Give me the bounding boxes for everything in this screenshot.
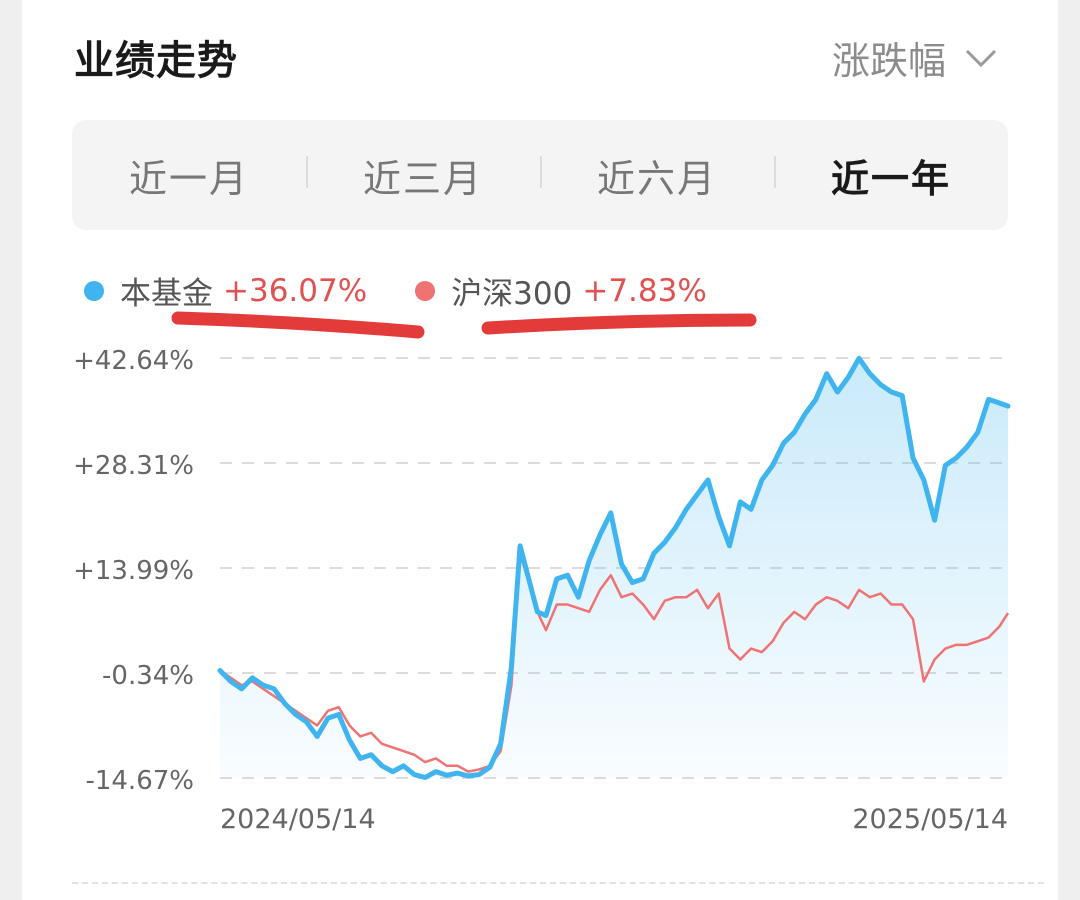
fund-dot-icon xyxy=(84,280,104,301)
index-dot-icon xyxy=(415,280,436,301)
chart-legend: 本基金 +36.07% 沪深300 +7.83% xyxy=(84,268,755,313)
tab-1-month[interactable]: 近一月 xyxy=(128,156,249,201)
y-tick-label: +28.31% xyxy=(73,451,194,481)
tab-3-months[interactable]: 近三月 xyxy=(306,148,540,203)
legend-fund-value: +36.07% xyxy=(223,272,368,309)
performance-chart: +42.64% +28.31% +13.99% -0.34% -14.67% 2024/0… xyxy=(73,346,1011,835)
legend-fund-name: 本基金 xyxy=(120,276,213,312)
series-line-fund xyxy=(217,355,1011,780)
y-tick-label: -0.34% xyxy=(102,661,194,691)
y-tick-label: -14.67% xyxy=(85,766,194,796)
y-tick-label: +42.64% xyxy=(73,346,194,376)
x-tick-label-start: 2024/05/14 xyxy=(220,804,376,835)
legend-index-value: +7.83% xyxy=(582,272,707,309)
legend-item-index: 沪深300 +7.83% xyxy=(415,268,707,313)
series-line-index xyxy=(219,551,1010,773)
fund-area xyxy=(220,358,1008,778)
performance-card: 业绩走势 涨跌幅 近一月 近三月 近六月 近一年 本基金 +36.07% 沪深3… xyxy=(22,0,1058,900)
legend-index-name: 沪深300 xyxy=(451,276,573,312)
x-tick-label-end: 2025/05/14 xyxy=(852,804,1008,835)
y-tick-label: +13.99% xyxy=(73,556,194,586)
chevron-down-icon xyxy=(965,49,997,67)
bottom-divider xyxy=(72,882,1044,884)
tab-1-year[interactable]: 近一年 xyxy=(774,148,1008,203)
metric-dropdown-label: 涨跌幅 xyxy=(831,39,946,83)
metric-dropdown[interactable]: 涨跌幅 xyxy=(832,30,998,85)
tab-6-months[interactable]: 近六月 xyxy=(540,148,774,203)
period-tabs: 近一月 近三月 近六月 近一年 xyxy=(72,120,1008,230)
legend-item-fund: 本基金 +36.07% xyxy=(84,268,367,313)
section-title: 业绩走势 xyxy=(74,38,238,84)
